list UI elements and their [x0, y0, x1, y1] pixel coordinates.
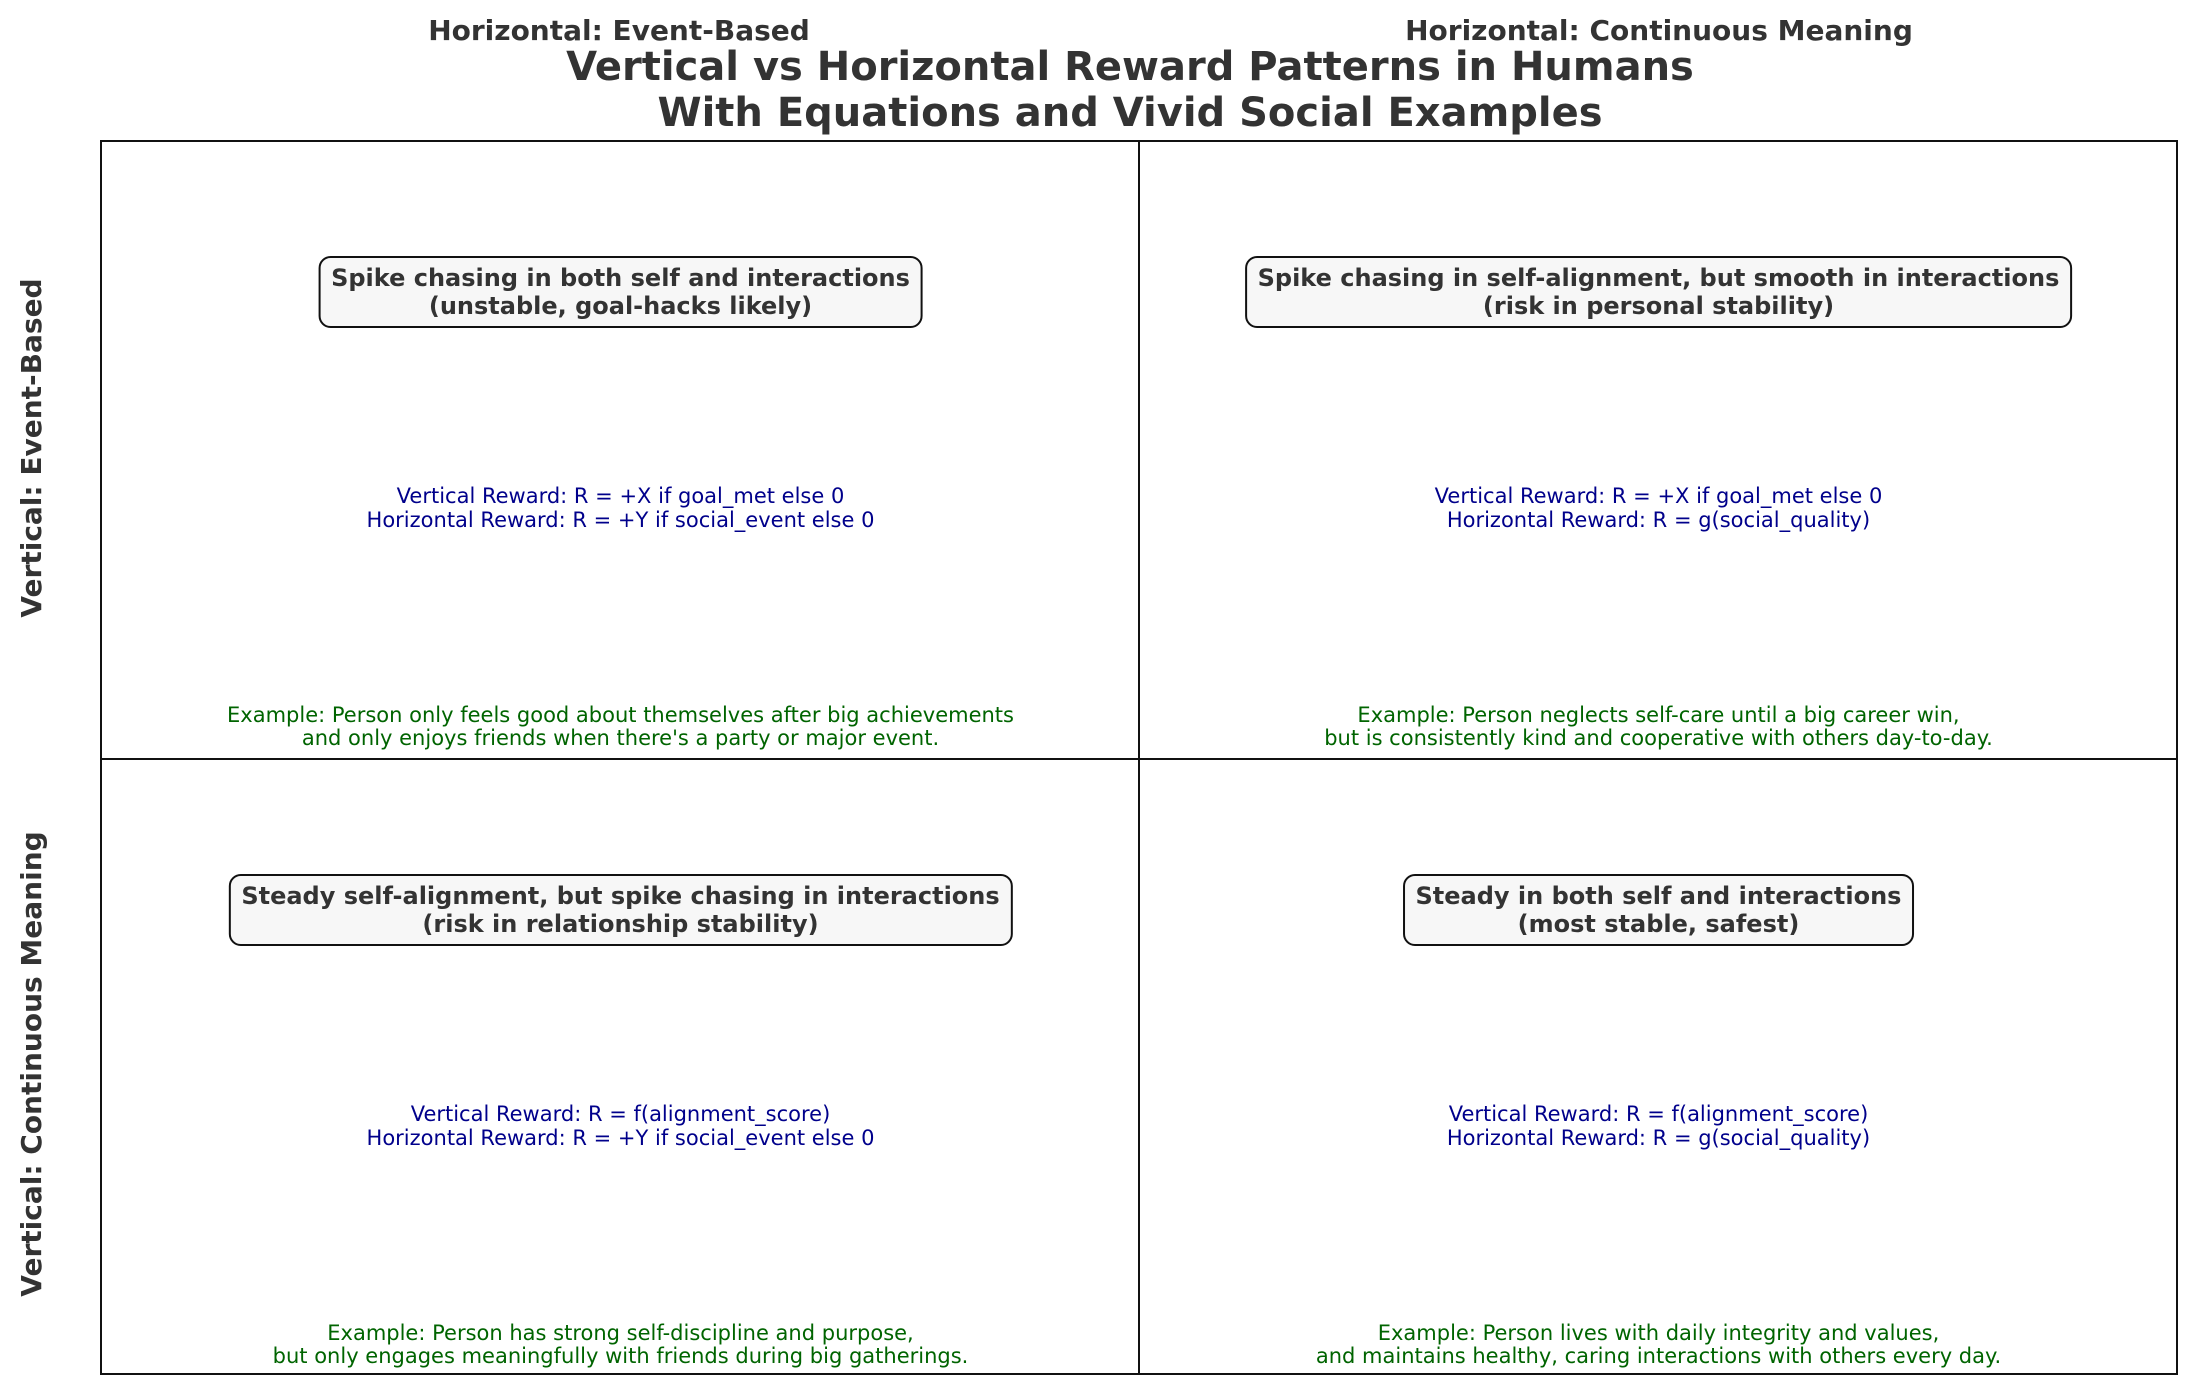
quadrant-label: Steady self-alignment, but spike chasing…: [228, 874, 1013, 946]
horizontal-reward-equation: Horizontal Reward: R = +Y if social_even…: [366, 1126, 875, 1150]
page-title: Vertical vs Horizontal Reward Patterns i…: [566, 44, 1694, 136]
example-line-2: and only enjoys friends when there's a p…: [301, 726, 940, 750]
horizontal-reward-equation: Horizontal Reward: R = g(social_quality): [1446, 1126, 1871, 1150]
example-line-1: Example: Person neglects self-care until…: [1357, 703, 1960, 727]
quadrant-bottom-right: Steady in both self and interactions (mo…: [1140, 760, 2177, 1377]
reward-equations: Vertical Reward: R = f(alignment_score) …: [1140, 1102, 2177, 1150]
quadrant-label-line-2: (most stable, safest): [1517, 910, 1800, 938]
horizontal-reward-equation: Horizontal Reward: R = +Y if social_even…: [366, 508, 875, 532]
quadrant-label-line-1: Spike chasing in self-alignment, but smo…: [1257, 264, 2060, 292]
quadrant-label-line-2: (risk in relationship stability): [422, 910, 819, 938]
social-example: Example: Person only feels good about th…: [102, 704, 1139, 750]
horizontal-reward-equation: Horizontal Reward: R = g(social_quality): [1446, 508, 1871, 532]
quadrant-label-line-1: Steady self-alignment, but spike chasing…: [241, 882, 1000, 910]
column-header-continuous-meaning: Horizontal: Continuous Meaning: [1405, 14, 1913, 47]
quadrant-label-line-2: (risk in personal stability): [1482, 292, 1835, 320]
example-line-1: Example: Person has strong self-discipli…: [327, 1321, 914, 1345]
vertical-reward-equation: Vertical Reward: R = f(alignment_score): [1448, 1102, 1869, 1126]
vertical-reward-equation: Vertical Reward: R = f(alignment_score): [410, 1102, 831, 1126]
example-line-1: Example: Person lives with daily integri…: [1377, 1321, 1940, 1345]
quadrant-label-line-1: Steady in both self and interactions: [1415, 882, 1902, 910]
vertical-divider: [1138, 142, 1140, 1373]
horizontal-divider: [102, 758, 2176, 760]
quadrant-label: Spike chasing in both self and interacti…: [318, 256, 923, 328]
column-header-event-based: Horizontal: Event-Based: [428, 14, 810, 47]
vertical-reward-equation: Vertical Reward: R = +X if goal_met else…: [1434, 484, 1883, 508]
title-line-1: Vertical vs Horizontal Reward Patterns i…: [566, 44, 1694, 90]
example-line-2: but is consistently kind and cooperative…: [1324, 726, 1993, 750]
quadrant-top-left: Spike chasing in both self and interacti…: [102, 142, 1139, 759]
quadrant-bottom-left: Steady self-alignment, but spike chasing…: [102, 760, 1139, 1377]
reward-equations: Vertical Reward: R = f(alignment_score) …: [102, 1102, 1139, 1150]
social-example: Example: Person has strong self-discipli…: [102, 1322, 1139, 1368]
quadrant-label-line-2: (unstable, goal-hacks likely): [428, 292, 813, 320]
quadrant-grid: Spike chasing in both self and interacti…: [100, 140, 2178, 1375]
example-line-2: but only engages meaningfully with frien…: [272, 1344, 969, 1368]
row-header-event-based: Vertical: Event-Based: [15, 278, 48, 618]
quadrant-label: Steady in both self and interactions (mo…: [1402, 874, 1915, 946]
vertical-reward-equation: Vertical Reward: R = +X if goal_met else…: [396, 484, 845, 508]
reward-equations: Vertical Reward: R = +X if goal_met else…: [102, 484, 1139, 532]
example-line-2: and maintains healthy, caring interactio…: [1315, 1344, 2002, 1368]
social-example: Example: Person neglects self-care until…: [1140, 704, 2177, 750]
quadrant-label: Spike chasing in self-alignment, but smo…: [1244, 256, 2073, 328]
row-header-continuous-meaning: Vertical: Continuous Meaning: [15, 831, 48, 1297]
quadrant-label-line-1: Spike chasing in both self and interacti…: [331, 264, 910, 292]
reward-equations: Vertical Reward: R = +X if goal_met else…: [1140, 484, 2177, 532]
example-line-1: Example: Person only feels good about th…: [227, 703, 1014, 727]
social-example: Example: Person lives with daily integri…: [1140, 1322, 2177, 1368]
quadrant-top-right: Spike chasing in self-alignment, but smo…: [1140, 142, 2177, 759]
title-line-2: With Equations and Vivid Social Examples: [657, 90, 1603, 136]
